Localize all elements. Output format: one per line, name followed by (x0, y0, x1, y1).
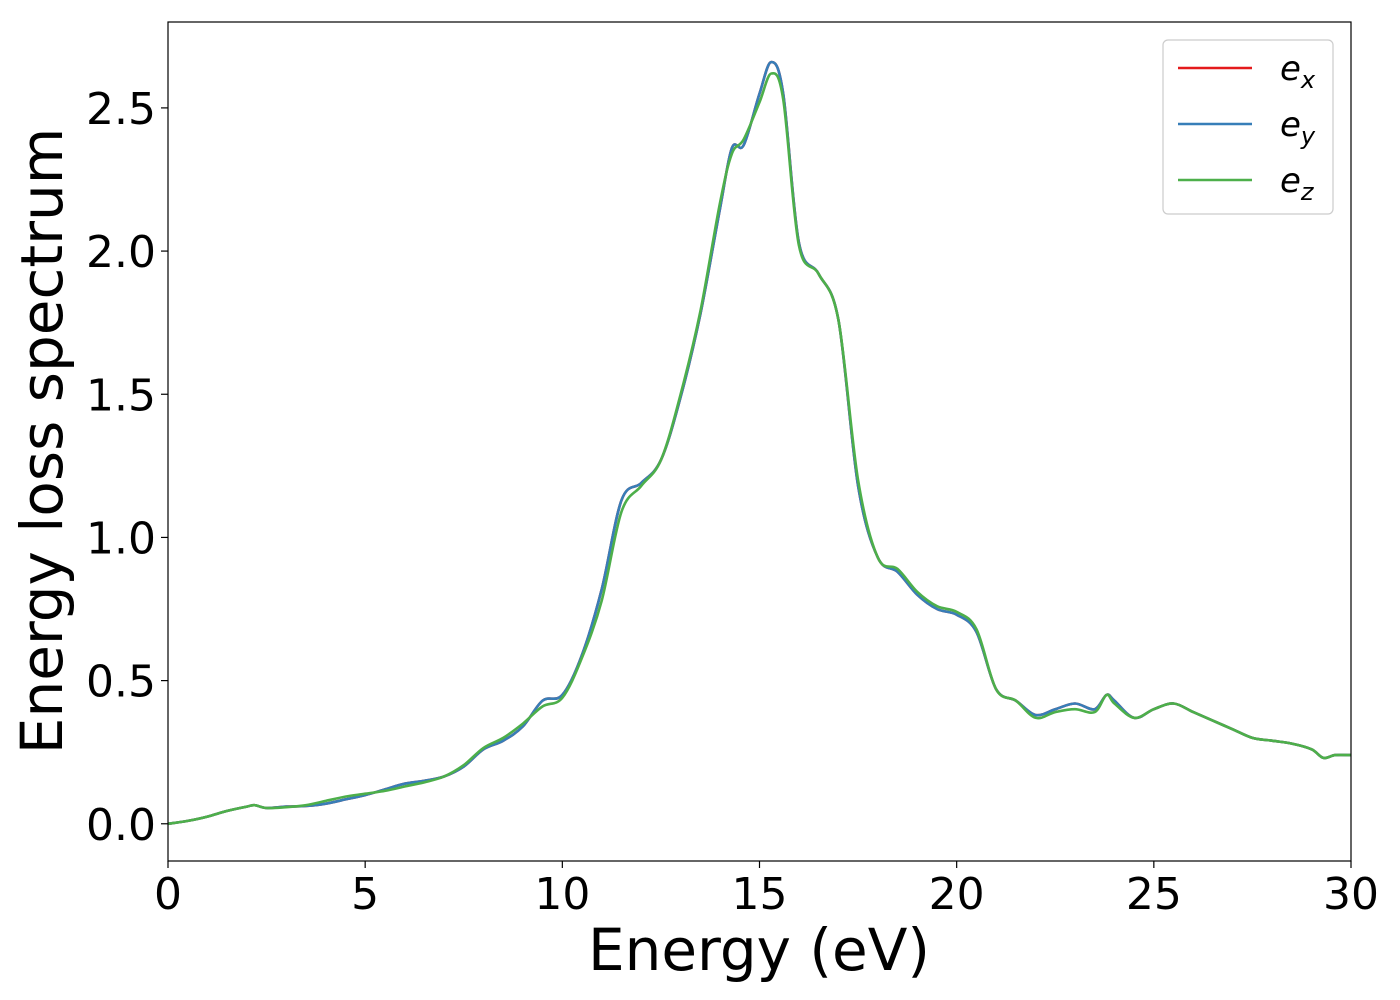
series-line-e_z (167, 72, 1352, 826)
x-tick-label: 25 (1126, 869, 1182, 920)
y-tick-label: 1.5 (86, 370, 156, 421)
y-tick-label: 2.0 (86, 227, 156, 278)
x-tick-label: 15 (732, 869, 788, 920)
y-tick-label: 0.0 (86, 800, 156, 851)
y-tick-label: 1.0 (86, 513, 156, 564)
y-tick-label: 2.5 (86, 84, 156, 135)
y-axis-label: Energy loss spectrum (8, 128, 76, 754)
x-axis-label: Energy (eV) (588, 916, 930, 984)
x-tick-label: 20 (929, 869, 985, 920)
x-tick-label: 0 (154, 869, 182, 920)
x-tick-label: 5 (351, 869, 379, 920)
y-tick-label: 0.5 (86, 657, 156, 708)
x-tick-label: 10 (534, 869, 590, 920)
ticks-layer: 0 5 10 15 20 25 30 0.0 0.5 1.0 1.5 2.0 2.5 (86, 84, 1379, 920)
legend-box (1162, 39, 1334, 215)
x-tick-label: 30 (1323, 869, 1379, 920)
series-layer (167, 60, 1352, 826)
